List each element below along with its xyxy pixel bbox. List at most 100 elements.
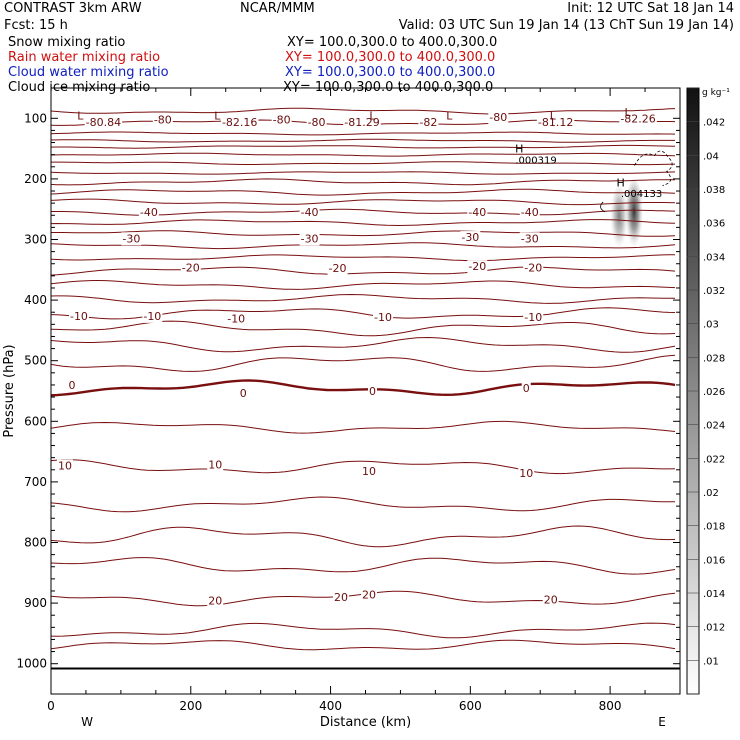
contour-line	[51, 161, 676, 166]
contour-label-bg	[121, 232, 142, 246]
x-end-label-east: E	[658, 715, 666, 729]
contour-label: 0	[523, 382, 530, 395]
contour-line	[51, 557, 676, 575]
field-xy-snow: XY= 100.0,300.0 to 400.0,300.0	[287, 35, 498, 50]
contour-label: 0	[68, 379, 75, 392]
contour-label: -20	[329, 262, 347, 275]
contour-line	[51, 171, 676, 175]
y-tick-label: 900	[24, 596, 47, 610]
colorbar-label: .04	[703, 151, 719, 162]
contour-label: 10	[362, 465, 376, 478]
cloud-outline	[634, 150, 673, 186]
contour-label-bg	[226, 312, 247, 326]
model-title: CONTRAST 3km ARW	[4, 1, 142, 16]
contour-label-bg	[467, 206, 488, 220]
contour-label-bg	[536, 115, 575, 129]
contour-label: 20	[544, 593, 558, 606]
contour-line	[51, 354, 676, 372]
contour-label-bg	[138, 206, 159, 220]
colorbar-label: .02	[703, 488, 719, 499]
contour-label-bg	[360, 588, 377, 602]
extremum-marker: L	[550, 109, 557, 122]
contour-label-bg	[142, 309, 163, 323]
contour-label: -40	[521, 206, 539, 219]
contour-label-bg	[360, 464, 377, 478]
contour-label: 0	[240, 387, 247, 400]
contour-label-bg	[306, 115, 327, 129]
field-name-rain: Rain water mixing ratio	[8, 50, 161, 65]
forecast-hour: Fcst: 15 h	[4, 18, 68, 33]
contour-line	[51, 254, 675, 262]
contour-label: -40	[140, 206, 158, 219]
contour-label: -40	[468, 206, 486, 219]
y-tick-label: 1000	[16, 657, 47, 671]
contour-label: 10	[208, 458, 222, 471]
contour-line	[51, 639, 676, 651]
contour-label: -80	[273, 114, 291, 127]
contour-line	[51, 219, 676, 227]
contour-label-bg	[333, 591, 350, 605]
contour-line	[51, 266, 676, 276]
x-tick-label: 0	[47, 699, 55, 713]
contour-line	[51, 178, 676, 186]
contour-line	[51, 230, 676, 237]
y-tick-label: 400	[24, 293, 47, 307]
contour-label: -80	[308, 116, 326, 129]
contour-line	[51, 152, 676, 157]
colorbar-label: .032	[703, 286, 725, 297]
y-tick-label: 600	[24, 414, 47, 428]
contour-label-bg	[467, 260, 488, 274]
contour-label-bg	[67, 378, 77, 392]
contour-line	[51, 320, 676, 337]
contour-label-bg	[488, 111, 509, 125]
extremum-marker: L	[214, 109, 221, 122]
contour-label-bg	[518, 466, 535, 480]
colorbar-unit: g kg⁻¹	[702, 88, 730, 98]
contour-line	[51, 525, 676, 548]
contour-label: 10	[519, 467, 533, 480]
contour-label-bg	[207, 594, 224, 608]
extremum-marker: L	[369, 109, 376, 122]
contour-label: -80	[154, 114, 172, 127]
init-time: Init: 12 UTC Sat 18 Jan 14	[567, 1, 734, 16]
contour-line	[51, 420, 676, 434]
contour-label: -10	[374, 311, 392, 324]
contour-label: -82	[419, 116, 437, 129]
contour-label-bg	[84, 115, 123, 129]
y-tick-label: 700	[24, 475, 47, 489]
colorbar-label: .014	[703, 589, 725, 600]
contour-label-bg	[519, 206, 540, 220]
contour-label: -81.12	[538, 116, 573, 129]
field-name-cloud-water: Cloud water mixing ratio	[8, 65, 169, 80]
contour-label: -40	[301, 206, 319, 219]
contour-label: -30	[461, 231, 479, 244]
contour-label-bg	[180, 261, 201, 275]
contour-label: -81.29	[344, 116, 379, 129]
y-axis-label: Pressure (hPa)	[2, 344, 17, 437]
contour-label: 0	[369, 385, 376, 398]
valid-time: Valid: 03 UTC Sun 19 Jan 14 (13 ChT Sun …	[398, 18, 734, 33]
contour-label-bg	[299, 206, 320, 220]
contour-label: 10	[58, 460, 72, 473]
contour-label-bg	[619, 112, 657, 126]
field-name-snow: Snow mixing ratio	[8, 35, 126, 50]
contour-line	[51, 138, 675, 143]
contour-label-bg	[327, 261, 348, 275]
contour-label: -80	[489, 111, 507, 124]
contour-label-bg	[542, 593, 559, 607]
extremum-marker: L	[77, 109, 84, 122]
x-tick-label: 600	[459, 699, 482, 713]
colorbar-label: .024	[703, 421, 725, 432]
colorbar-label: .022	[703, 454, 725, 465]
colorbar-label: .016	[703, 555, 725, 566]
contour-label-bg	[372, 311, 393, 325]
colorbar-label: .018	[703, 522, 725, 533]
cloud-outline	[600, 201, 606, 213]
contour-label-bg	[68, 309, 89, 323]
contour-line	[51, 280, 676, 290]
contour-label-bg	[299, 232, 320, 246]
colorbar-label: .026	[703, 387, 725, 398]
contour-line	[51, 131, 676, 136]
contour-label-bg	[523, 261, 544, 275]
